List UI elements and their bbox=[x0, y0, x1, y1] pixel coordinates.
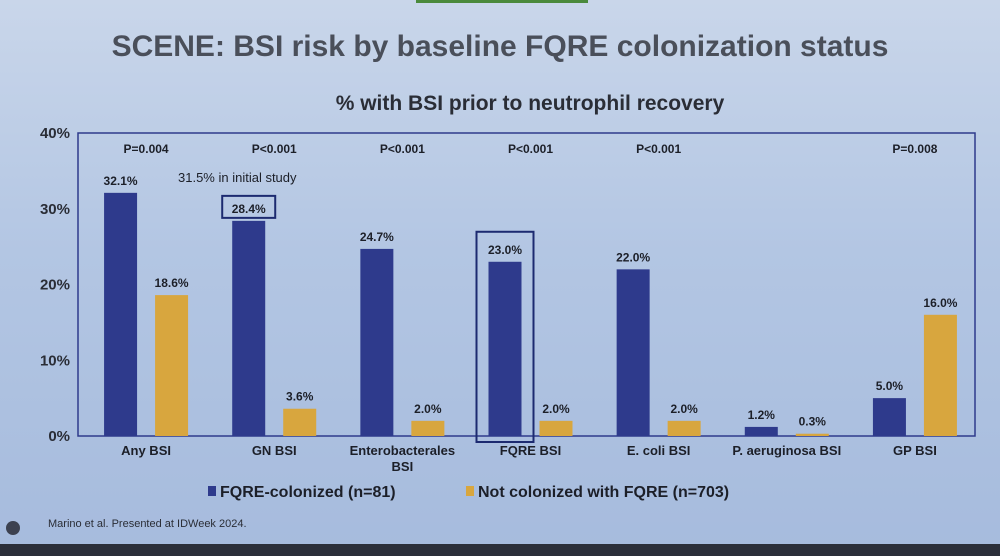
data-label-colonized: 22.0% bbox=[616, 250, 650, 264]
x-tick-label: P. aeruginosa BSI bbox=[732, 443, 841, 458]
bar-fqre-colonized bbox=[488, 261, 522, 436]
x-tick-label: GN BSI bbox=[252, 443, 297, 458]
data-label-colonized: 5.0% bbox=[876, 379, 904, 393]
bar-fqre-colonized bbox=[104, 192, 138, 436]
chart-title: % with BSI prior to neutrophil recovery bbox=[335, 92, 725, 115]
p-value-label: P=0.004 bbox=[124, 142, 169, 156]
data-label-colonized: 1.2% bbox=[748, 408, 776, 422]
bar-not-colonized bbox=[155, 295, 189, 436]
x-tick-label: Any BSI bbox=[121, 443, 171, 458]
bar-not-colonized bbox=[667, 420, 701, 436]
bar-not-colonized bbox=[283, 408, 317, 436]
data-label-colonized: 23.0% bbox=[488, 243, 522, 257]
data-label-colonized: 28.4% bbox=[232, 202, 266, 216]
data-label-colonized: 32.1% bbox=[104, 174, 138, 188]
highlight-box-fqre-bar bbox=[475, 230, 535, 443]
legend-swatch-not-colonized bbox=[466, 486, 474, 496]
x-tick-label: Enterobacterales bbox=[350, 443, 456, 458]
data-label-not-colonized: 2.0% bbox=[542, 402, 570, 416]
p-value-label: P<0.001 bbox=[636, 142, 681, 156]
slide-title: SCENE: BSI risk by baseline FQRE coloniz… bbox=[111, 30, 889, 63]
y-tick-label: 40% bbox=[40, 125, 70, 142]
bar-fqre-colonized bbox=[744, 426, 778, 436]
bar-not-colonized bbox=[795, 433, 829, 436]
data-label-not-colonized: 0.3% bbox=[799, 415, 827, 429]
x-tick-label-line2: BSI bbox=[392, 459, 414, 474]
p-value-label: P<0.001 bbox=[380, 142, 425, 156]
data-label-not-colonized: 2.0% bbox=[670, 402, 698, 416]
plot-frame bbox=[77, 132, 976, 437]
legend-label-colonized: FQRE-colonized (n=81) bbox=[220, 484, 396, 501]
bar-fqre-colonized bbox=[616, 269, 650, 436]
legend-swatch-colonized bbox=[208, 486, 216, 496]
bar-fqre-colonized bbox=[360, 248, 394, 436]
p-value-label: P=0.008 bbox=[892, 142, 937, 156]
legend-label-not-colonized: Not colonized with FQRE (n=703) bbox=[478, 484, 729, 501]
data-label-not-colonized: 3.6% bbox=[286, 390, 314, 404]
y-tick-label: 0% bbox=[48, 428, 70, 445]
top-accent bbox=[416, 0, 588, 3]
y-tick-label: 10% bbox=[40, 352, 70, 369]
x-tick-label: E. coli BSI bbox=[627, 443, 691, 458]
data-label-not-colonized: 18.6% bbox=[155, 276, 189, 290]
x-tick-label: FQRE BSI bbox=[500, 443, 561, 458]
footer-citation: Marino et al. Presented at IDWeek 2024. bbox=[48, 518, 247, 530]
data-label-not-colonized: 16.0% bbox=[923, 296, 957, 310]
p-value-label: P<0.001 bbox=[252, 142, 297, 156]
bar-fqre-colonized bbox=[872, 398, 906, 436]
highlight-box-gn-label bbox=[221, 194, 277, 219]
annotation-initial-study: 31.5% in initial study bbox=[178, 170, 297, 185]
logo-icon bbox=[6, 521, 20, 535]
y-tick-label: 20% bbox=[40, 277, 70, 294]
x-tick-label: GP BSI bbox=[893, 443, 937, 458]
bar-fqre-colonized bbox=[232, 220, 266, 436]
bar-not-colonized bbox=[411, 420, 445, 436]
bar-not-colonized bbox=[539, 420, 573, 436]
bottom-bar bbox=[0, 544, 1000, 556]
data-label-colonized: 24.7% bbox=[360, 230, 394, 244]
p-value-label: P<0.001 bbox=[508, 142, 553, 156]
y-tick-label: 30% bbox=[40, 201, 70, 218]
bar-not-colonized bbox=[923, 314, 957, 436]
data-label-not-colonized: 2.0% bbox=[414, 402, 442, 416]
